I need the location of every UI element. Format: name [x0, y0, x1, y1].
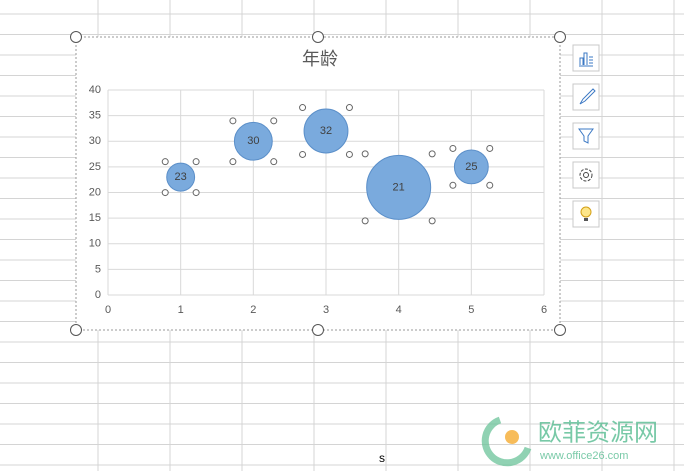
icon — [583, 172, 589, 178]
data-label: 21 — [393, 181, 405, 193]
selection-handle — [345, 150, 353, 158]
selection-handle — [299, 150, 307, 158]
bubble — [366, 154, 432, 220]
selection-handle — [428, 150, 436, 158]
resize-handle[interactable] — [70, 324, 82, 336]
bubble — [453, 149, 489, 185]
selection-handle — [361, 217, 369, 225]
bubble — [233, 121, 273, 161]
resize-handle[interactable] — [554, 324, 566, 336]
selection-handle — [361, 150, 369, 158]
selection-handle — [486, 181, 494, 189]
chart-tools — [572, 44, 600, 228]
y-tick-label: 30 — [89, 135, 101, 147]
resize-handle[interactable] — [312, 324, 324, 336]
y-tick-label: 10 — [89, 238, 101, 250]
bubble — [166, 162, 196, 192]
selection-handle — [270, 158, 278, 166]
selection-handle — [161, 189, 169, 197]
settings-button[interactable] — [572, 161, 600, 189]
selection-handle — [192, 158, 200, 166]
x-tick-label: 4 — [396, 304, 402, 316]
icon — [579, 168, 593, 182]
selection-handle — [449, 144, 457, 152]
selection-handle — [161, 158, 169, 166]
y-tick-label: 5 — [95, 263, 101, 275]
resize-handle[interactable] — [70, 31, 82, 43]
chart-elements-button[interactable] — [572, 44, 600, 72]
logo — [481, 416, 532, 467]
bubble — [303, 108, 349, 154]
data-label: 32 — [320, 125, 332, 137]
icon — [578, 128, 594, 144]
chart-styles-button[interactable] — [572, 83, 600, 111]
x-tick-label: 2 — [250, 304, 256, 316]
data-label: 30 — [247, 135, 259, 147]
y-tick-label: 25 — [89, 161, 101, 173]
icon — [580, 206, 592, 218]
icon — [579, 88, 596, 105]
y-tick-label: 0 — [95, 289, 101, 301]
x-tick-label: 3 — [323, 304, 329, 316]
x-tick-label: 0 — [105, 304, 111, 316]
resize-handle[interactable] — [554, 31, 566, 43]
chart-frame[interactable] — [75, 36, 561, 331]
y-tick-label: 15 — [89, 212, 101, 224]
watermark-name: 欧菲资源网 — [538, 419, 658, 446]
selection-handle — [449, 181, 457, 189]
x-tick-label: 5 — [468, 304, 474, 316]
selection-handle — [229, 117, 237, 125]
resize-handle[interactable] — [312, 31, 324, 43]
handles — [70, 31, 566, 336]
watermark-url: www.office26.com — [539, 450, 628, 462]
data-label: 23 — [175, 171, 187, 183]
x-tick-label: 6 — [541, 304, 547, 316]
watermark: 欧菲资源网 www.office26.com — [481, 416, 658, 467]
selection-handle — [229, 158, 237, 166]
data-label: 25 — [465, 161, 477, 173]
selection-handle — [428, 217, 436, 225]
y-tick-label: 20 — [89, 186, 101, 198]
selection-handle — [345, 104, 353, 112]
chart-title: 年龄 — [302, 49, 338, 70]
cell-text: s — [379, 451, 385, 465]
y-tick-label: 35 — [89, 110, 101, 122]
selection-handle — [270, 117, 278, 125]
y-tick-label: 40 — [89, 84, 101, 96]
selection-handle — [192, 189, 200, 197]
selection-handle — [299, 104, 307, 112]
selection-handle — [486, 144, 494, 152]
icon — [584, 218, 588, 221]
x-tick-label: 1 — [178, 304, 184, 316]
chart-filters-button[interactable] — [572, 122, 600, 150]
icon — [579, 52, 593, 67]
logo — [505, 430, 519, 444]
